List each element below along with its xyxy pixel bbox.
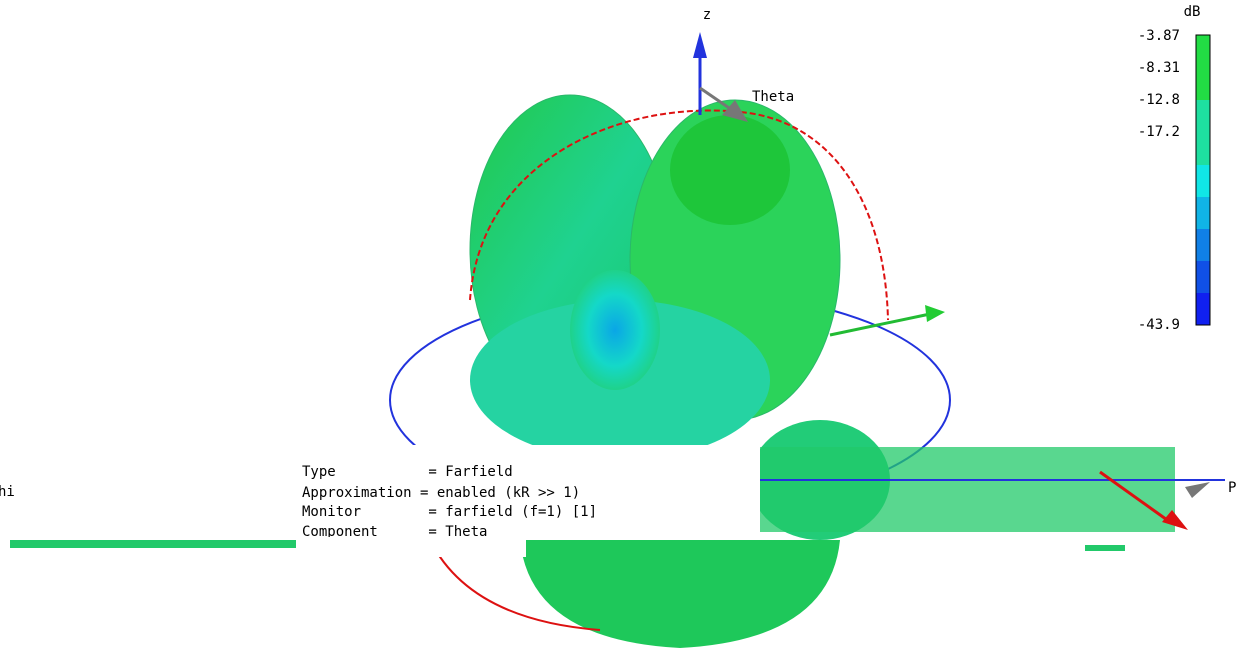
colorbar-tick: -12.8 [1138, 92, 1180, 108]
colorbar-tick: -17.2 [1138, 124, 1180, 140]
colorbar-unit: dB [1184, 4, 1201, 20]
colorbar-tick: -8.31 [1138, 60, 1180, 76]
x-axis [1099, 470, 1171, 524]
render-band-green [760, 447, 1175, 532]
colorbar [1195, 34, 1211, 326]
y-arrow [925, 305, 945, 322]
y-axis [829, 312, 931, 337]
x-arrow [1162, 510, 1188, 530]
info-line: Type = Farfield [302, 464, 513, 480]
lower-lobe [520, 540, 840, 648]
phi-label: hi [0, 484, 15, 500]
render-band [0, 445, 760, 537]
colorbar-tick: -43.9 [1138, 317, 1180, 333]
theta-ring [469, 109, 889, 321]
theta-arrow [722, 100, 748, 122]
info-mask [296, 537, 526, 557]
z-label: z [703, 7, 711, 23]
glitch-strip [1085, 545, 1125, 551]
theta-ring-part [429, 539, 601, 631]
phi-arrow [1185, 482, 1210, 498]
phi-label: P [1228, 480, 1236, 496]
info-line: Monitor = farfield (f=1) [1] [302, 504, 597, 520]
theta-label: Theta [752, 89, 794, 105]
info-line: Approximation = enabled (kR >> 1) [302, 485, 580, 501]
theta-axis [699, 86, 733, 112]
info-line: Component = Theta [302, 524, 487, 540]
glitch-strip [10, 540, 310, 548]
z-arrow [693, 32, 707, 58]
colorbar-tick: -3.87 [1138, 28, 1180, 44]
info-block: Type = Farfield Approximation = enabled … [302, 464, 597, 540]
